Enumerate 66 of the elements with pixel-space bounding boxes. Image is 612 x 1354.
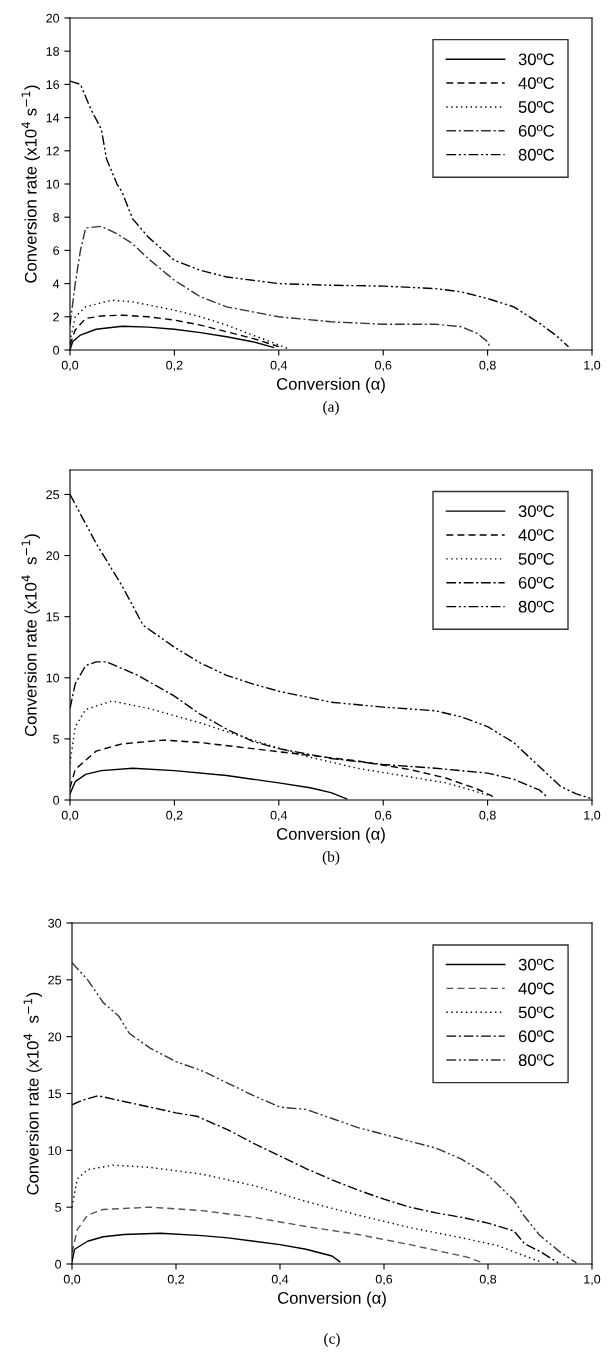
y-tick-label: 18 [46, 47, 60, 56]
x-axis-title: Conversion (α) [278, 1291, 386, 1308]
legend-label: 80ºC [518, 1054, 555, 1067]
y-axis-title: Conversion rate (x10$^{4}$ s$^{−1}$) [23, 992, 42, 1195]
x-axis-title: Conversion (α) [277, 377, 385, 394]
y-tick-label: 0 [53, 345, 60, 355]
y-tick-label: 4 [52, 279, 60, 289]
y-tick-label: 20 [46, 13, 60, 23]
x-tick-label: 0,6 [375, 810, 392, 822]
y-tick-label: 25 [48, 975, 62, 985]
legend-label: 40ºC [518, 529, 555, 541]
x-tick-label: 0,0 [61, 360, 79, 372]
x-tick-label: 0,6 [375, 1274, 393, 1286]
x-tick-label: 1,0 [584, 1274, 601, 1286]
x-tick-label: 1,0 [584, 810, 601, 822]
y-tick-label: 30 [48, 918, 62, 928]
y-tick-label: 0 [55, 1259, 62, 1269]
x-tick-label: 0,2 [167, 1274, 185, 1286]
y-tick-label: 15 [48, 1089, 62, 1099]
text: (a) [323, 401, 339, 415]
y-tick-label: 5 [55, 1203, 62, 1212]
x-tick-label: 0,8 [479, 810, 496, 822]
x-tick-label: 0,8 [479, 1274, 497, 1286]
y-axis-title: Conversion rate (x10$^{4}$ s$^{−1}$) [21, 534, 40, 737]
x-tick-label: 1,0 [584, 360, 601, 372]
x-tick-label: 0,2 [166, 360, 183, 372]
x-tick-label: 0,4 [270, 360, 288, 372]
y-tick-label: 25 [46, 490, 60, 500]
y-tick-label: 16 [46, 80, 60, 90]
y-tick-label: 10 [46, 673, 60, 683]
x-tick-label: 0,0 [61, 810, 79, 822]
x-axis-title: Conversion (α) [277, 827, 385, 844]
x-tick-label: 0,6 [375, 360, 392, 372]
y-tick-label: 14 [46, 113, 60, 123]
y-tick-label: 10 [46, 179, 60, 189]
x-tick-label: 0,2 [166, 810, 183, 822]
legend-label: 40ºC [518, 982, 555, 995]
x-tick-label: 0,0 [63, 1274, 81, 1286]
y-tick-label: 2 [53, 312, 59, 322]
legend-label: 50ºC [518, 1006, 555, 1019]
x-tick-label: 0,4 [270, 810, 288, 822]
legend-label: 80ºC [518, 600, 555, 613]
legend-label: 80ºC [518, 148, 555, 161]
y-tick-label: 10 [48, 1146, 62, 1155]
x-tick-label: 0,4 [271, 1274, 289, 1286]
legend-label: 60ºC [518, 124, 555, 137]
y-tick-label: 5 [53, 734, 60, 744]
y-tick-label: 20 [46, 551, 60, 561]
y-tick-label: 8 [53, 213, 60, 222]
legend-label: 30ºC [518, 53, 555, 66]
y-tick-label: 15 [46, 612, 60, 622]
legend-label: 30ºC [518, 958, 555, 971]
legend-label: 60ºC [518, 576, 555, 589]
legend-label: 30ºC [518, 505, 555, 518]
y-tick-label: 20 [48, 1032, 62, 1042]
text: (c) [324, 1333, 340, 1347]
legend-label: 50ºC [518, 553, 555, 565]
legend-label: 40ºC [518, 77, 555, 90]
y-axis-title: Conversion rate (x10$^{4}$ s$^{−1}$) [21, 85, 40, 283]
y-tick-label: 12 [46, 146, 59, 156]
y-tick-label: 6 [53, 246, 60, 256]
y-tick-label: 0 [53, 795, 60, 805]
legend-label: 50ºC [518, 101, 555, 113]
legend-label: 60ºC [518, 1030, 555, 1043]
text: (b) [322, 851, 340, 865]
x-tick-label: 0,8 [479, 360, 496, 372]
